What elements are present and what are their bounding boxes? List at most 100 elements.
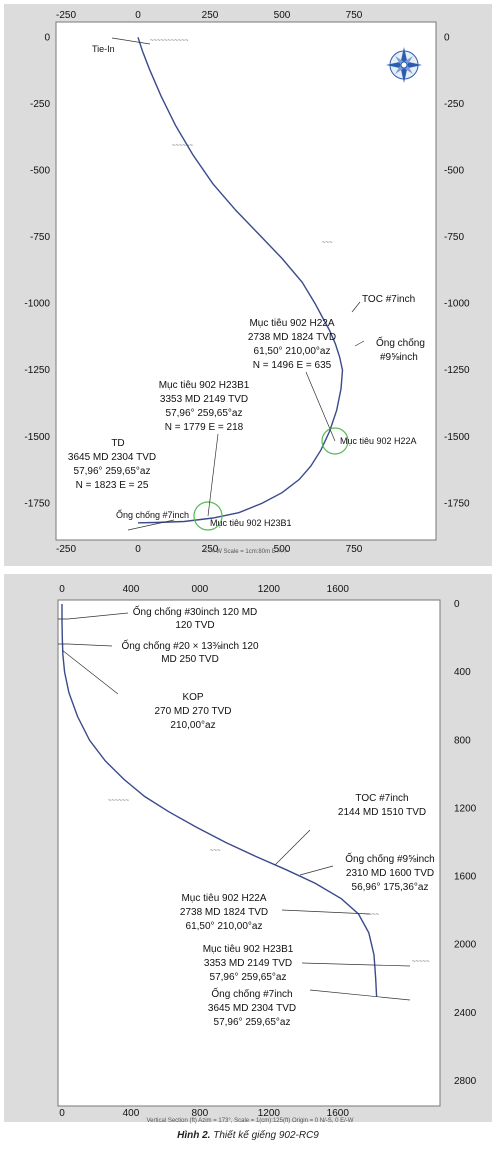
leader-target-b (301, 962, 411, 967)
plan-y-tick-left: -1750 (24, 498, 50, 509)
plan-y-tick-left: 0 (44, 32, 50, 43)
figure-caption: Hình 2. Thiết kế giếng 902-RC9 (0, 1130, 496, 1141)
label-casing-7: Ống chống #7inch (116, 509, 189, 520)
label-tie-in: Tie-In (92, 44, 115, 54)
section-trajectory-line (61, 604, 378, 997)
sec-label-casing-958-3: 56,96° 175,36°az (352, 882, 429, 893)
section-x-tick-bottom: 400 (123, 1108, 140, 1119)
label-casing-958-2: #9⅝inch (380, 352, 418, 363)
section-x-tick-bottom: 800 (192, 1108, 209, 1119)
section-y-tick-right: 400 (454, 667, 471, 678)
label-toc: TOC #7inch (362, 294, 415, 305)
sec-label-casing-20-1: Ống chống #20 × 13⅜inch 120 (121, 638, 258, 652)
section-x-tick-top: 1600 (327, 584, 350, 595)
plan-plot-area (55, 21, 437, 541)
label-target-a-1: Mục tiêu 902 H22A (249, 318, 334, 329)
label-target-b-3: 57,96° 259,65°az (166, 408, 243, 419)
section-y-tick-right: 1200 (454, 803, 477, 814)
sec-label-target-b-3: 57,96° 259,65°az (210, 972, 287, 983)
sec-label-kop-1: KOP (182, 692, 203, 703)
plan-y-tick-left: -1000 (24, 299, 50, 310)
compass-icon (386, 47, 422, 83)
plan-y-tick-right: -1750 (444, 498, 470, 509)
section-x-tick-bottom: 0 (59, 1108, 65, 1119)
plan-trajectory-line (137, 37, 344, 524)
label-target-a-short: Mục tiêu 902 H22A (340, 436, 417, 446)
sec-label-casing-7-1: Ống chống #7inch (211, 986, 292, 1000)
leader-kop (61, 649, 119, 695)
plan-x-tick-top: 250 (202, 10, 219, 21)
plan-mini-marker-3: ~~~ (322, 240, 333, 246)
plan-view-chart: -250 -250 0 0 250 250 500 500 750 750 0 0 -250 -250 -5… (24, 10, 470, 555)
plan-x-tick-bottom: 250 (202, 544, 219, 555)
section-x-axis-label: Vertical Section (ft) Azim = 173°, Scale… (147, 1118, 354, 1124)
plan-x-tick-bottom: 500 (274, 544, 291, 555)
label-target-a-4: N = 1496 E = 635 (253, 360, 332, 371)
label-target-a-2: 2738 MD 1824 TVD (248, 332, 336, 343)
label-td-1: TD (111, 438, 124, 449)
leader-target-a (281, 909, 371, 915)
plan-x-tick-bottom: -250 (56, 544, 76, 555)
section-y-tick-right: 0 (454, 599, 460, 610)
plan-y-tick-right: -1250 (444, 365, 470, 376)
leader-casing-958 (354, 340, 365, 347)
plan-y-tick-left: -1500 (24, 432, 50, 443)
section-y-tick-right: 2000 (454, 940, 477, 951)
plan-y-tick-right: -1000 (444, 299, 470, 310)
plan-y-tick-right: -750 (444, 232, 464, 243)
plan-y-tick-right: -500 (444, 165, 464, 176)
plan-y-tick-left: -1250 (24, 365, 50, 376)
section-y-tick-right: 800 (454, 735, 471, 746)
leader-target-a (305, 371, 336, 442)
section-x-tick-top: 400 (123, 584, 140, 595)
target-b-circle (193, 501, 223, 531)
vertical-section-chart: 0 0 400 400 000 800 1200 1200 1600 1600 0 400 800 120… (57, 584, 477, 1124)
sec-label-casing-7-3: 57,96° 259,65°az (214, 1017, 291, 1028)
plan-y-tick-left: -250 (30, 99, 50, 110)
sec-label-target-b-1: Mục tiêu 902 H23B1 (203, 944, 294, 955)
section-mini-marker-1: ~~~~~~ (108, 798, 130, 804)
sec-label-casing-958-1: Ống chống #9⅝inch (345, 851, 435, 865)
sec-label-casing-20-2: MD 250 TVD (161, 654, 219, 665)
plan-mini-marker-2: ~~~~~~ (172, 143, 194, 149)
leader-toc (274, 829, 311, 866)
sec-label-target-a-2: 2738 MD 1824 TVD (180, 907, 268, 918)
label-td-2: 3645 MD 2304 TVD (68, 452, 156, 463)
section-x-tick-top: 000 (192, 584, 209, 595)
sec-label-target-a-1: Mục tiêu 902 H22A (181, 893, 266, 904)
section-y-tick-right: 1600 (454, 872, 477, 883)
sec-label-casing-30-2: 120 TVD (175, 620, 214, 631)
sec-label-target-b-2: 3353 MD 2149 TVD (204, 958, 292, 969)
caption-label: Hình 2. (177, 1130, 211, 1141)
label-casing-958-1: Ống chống (376, 335, 425, 349)
plan-x-tick-top: -250 (56, 10, 76, 21)
leader-casing-7 (127, 519, 175, 531)
target-a-circle (321, 427, 349, 455)
leader-casing-30 (67, 612, 129, 620)
plan-x-tick-top: 0 (135, 10, 141, 21)
sec-label-casing-7-2: 3645 MD 2304 TVD (208, 1003, 296, 1014)
sec-label-kop-3: 210,00°az (170, 720, 215, 731)
section-mini-marker-2: ~~~ (210, 848, 221, 854)
label-target-a-3: 61,50° 210,00°az (254, 346, 331, 357)
plan-x-tick-bottom: 750 (346, 544, 363, 555)
label-td-4: N = 1823 E = 25 (76, 480, 149, 491)
label-target-b-1: Mục tiêu 902 H23B1 (159, 380, 250, 391)
plan-x-tick-bottom: 0 (135, 544, 141, 555)
section-x-tick-bottom: 1200 (258, 1108, 281, 1119)
plan-x-tick-top: 500 (274, 10, 291, 21)
caption-text: Thiết kế giếng 902-RC9 (210, 1130, 319, 1141)
plan-y-tick-right: 0 (444, 32, 450, 43)
leader-casing-20 (67, 643, 113, 647)
plan-y-tick-right: -250 (444, 99, 464, 110)
section-mini-marker-3: ~~~~ (365, 912, 380, 918)
leader-casing-958 (299, 865, 334, 876)
label-target-b-short: Mục tiêu 902 H23B1 (210, 518, 292, 528)
sec-label-casing-958-2: 2310 MD 1600 TVD (346, 868, 434, 879)
section-mini-marker-4: ~~~~~ (412, 959, 430, 965)
plan-y-tick-right: -1500 (444, 432, 470, 443)
plan-x-tick-top: 750 (346, 10, 363, 21)
leader-toc (351, 301, 361, 313)
sec-label-toc-1: TOC #7inch (355, 793, 408, 804)
plan-mini-marker-1: ~~~~~~~~~~~ (150, 38, 189, 44)
